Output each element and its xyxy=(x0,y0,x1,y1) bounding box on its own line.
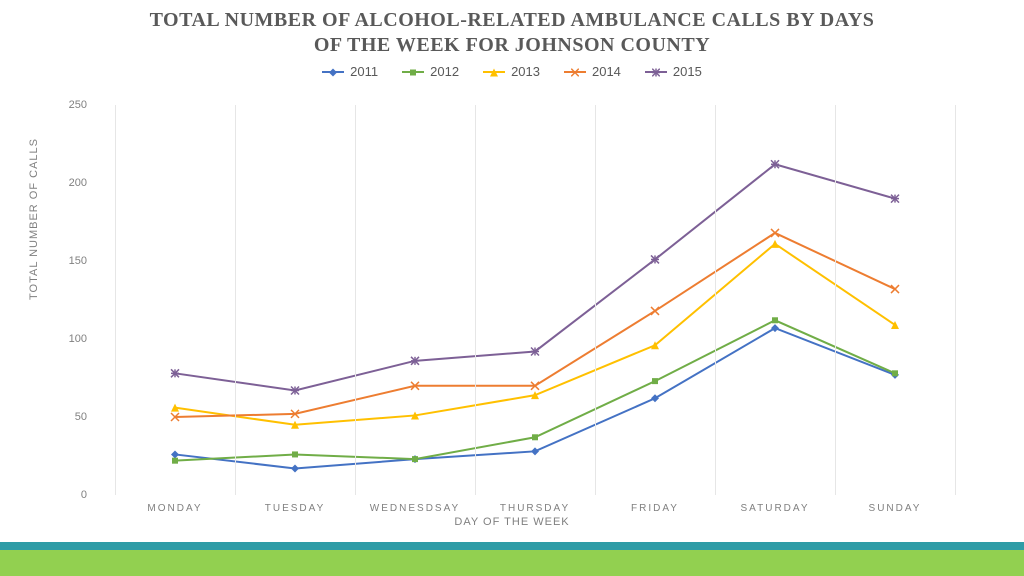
legend-label: 2014 xyxy=(592,64,621,79)
x-tick-label: TUESDAY xyxy=(265,495,326,514)
legend-label: 2012 xyxy=(430,64,459,79)
x-tick-label: SATURDAY xyxy=(741,495,810,514)
legend-item: 2013 xyxy=(483,64,540,79)
title-line-1: TOTAL NUMBER OF ALCOHOL-RELATED AMBULANC… xyxy=(0,8,1024,33)
series-marker xyxy=(412,456,418,462)
legend: 2011 2012 2013 2014 2015 xyxy=(0,64,1024,79)
series-marker xyxy=(771,229,779,237)
title-line-2: OF THE WEEK FOR JOHNSON COUNTY xyxy=(0,33,1024,58)
series-marker xyxy=(532,434,538,440)
legend-item: 2012 xyxy=(402,64,459,79)
legend-label: 2011 xyxy=(350,64,378,79)
y-tick-label: 250 xyxy=(69,99,95,111)
chart-title: TOTAL NUMBER OF ALCOHOL-RELATED AMBULANC… xyxy=(0,0,1024,58)
series-marker xyxy=(651,255,659,263)
legend-label: 2015 xyxy=(673,64,702,79)
series-marker xyxy=(891,195,899,203)
series-marker xyxy=(171,450,179,458)
series-marker xyxy=(172,458,178,464)
series-marker xyxy=(892,370,898,376)
series-marker xyxy=(651,307,659,315)
gridline xyxy=(235,105,236,495)
y-tick-label: 0 xyxy=(81,489,95,501)
series-marker xyxy=(771,240,779,248)
x-tick-label: SUNDAY xyxy=(869,495,922,514)
x-tick-label: MONDAY xyxy=(147,495,202,514)
x-tick-label: FRIDAY xyxy=(631,495,679,514)
series-marker xyxy=(531,447,539,455)
y-tick-label: 200 xyxy=(69,177,95,189)
series-marker xyxy=(771,324,779,332)
series-marker xyxy=(651,394,659,402)
gridline xyxy=(595,105,596,495)
gridline xyxy=(715,105,716,495)
chart-area: 050100150200250MONDAYTUESDAYWEDNESDSAYTH… xyxy=(95,105,975,495)
y-tick-label: 150 xyxy=(69,255,95,267)
chart-svg xyxy=(95,105,975,495)
legend-item: 2015 xyxy=(645,64,702,79)
footer-bar-main xyxy=(0,550,1024,576)
series-marker xyxy=(652,378,658,384)
series-marker xyxy=(291,386,299,394)
legend-item: 2014 xyxy=(564,64,621,79)
gridline xyxy=(115,105,116,495)
gridline xyxy=(475,105,476,495)
gridline xyxy=(955,105,956,495)
series-marker xyxy=(771,160,779,168)
series-marker xyxy=(891,285,899,293)
y-tick-label: 50 xyxy=(75,411,95,423)
x-tick-label: THURSDAY xyxy=(500,495,570,514)
x-tick-label: WEDNESDSAY xyxy=(370,495,460,514)
series-marker xyxy=(531,347,539,355)
series-marker xyxy=(291,464,299,472)
series-marker xyxy=(171,369,179,377)
y-tick-label: 100 xyxy=(69,333,95,345)
series-marker xyxy=(411,357,419,365)
gridline xyxy=(355,105,356,495)
footer-bar-accent xyxy=(0,542,1024,550)
gridline xyxy=(835,105,836,495)
x-axis-label: DAY OF THE WEEK xyxy=(454,516,569,528)
series-marker xyxy=(292,451,298,457)
y-axis-label: TOTAL NUMBER OF CALLS xyxy=(28,138,40,300)
series-marker xyxy=(772,317,778,323)
legend-label: 2013 xyxy=(511,64,540,79)
legend-item: 2011 xyxy=(322,64,378,79)
series-line xyxy=(175,164,895,390)
